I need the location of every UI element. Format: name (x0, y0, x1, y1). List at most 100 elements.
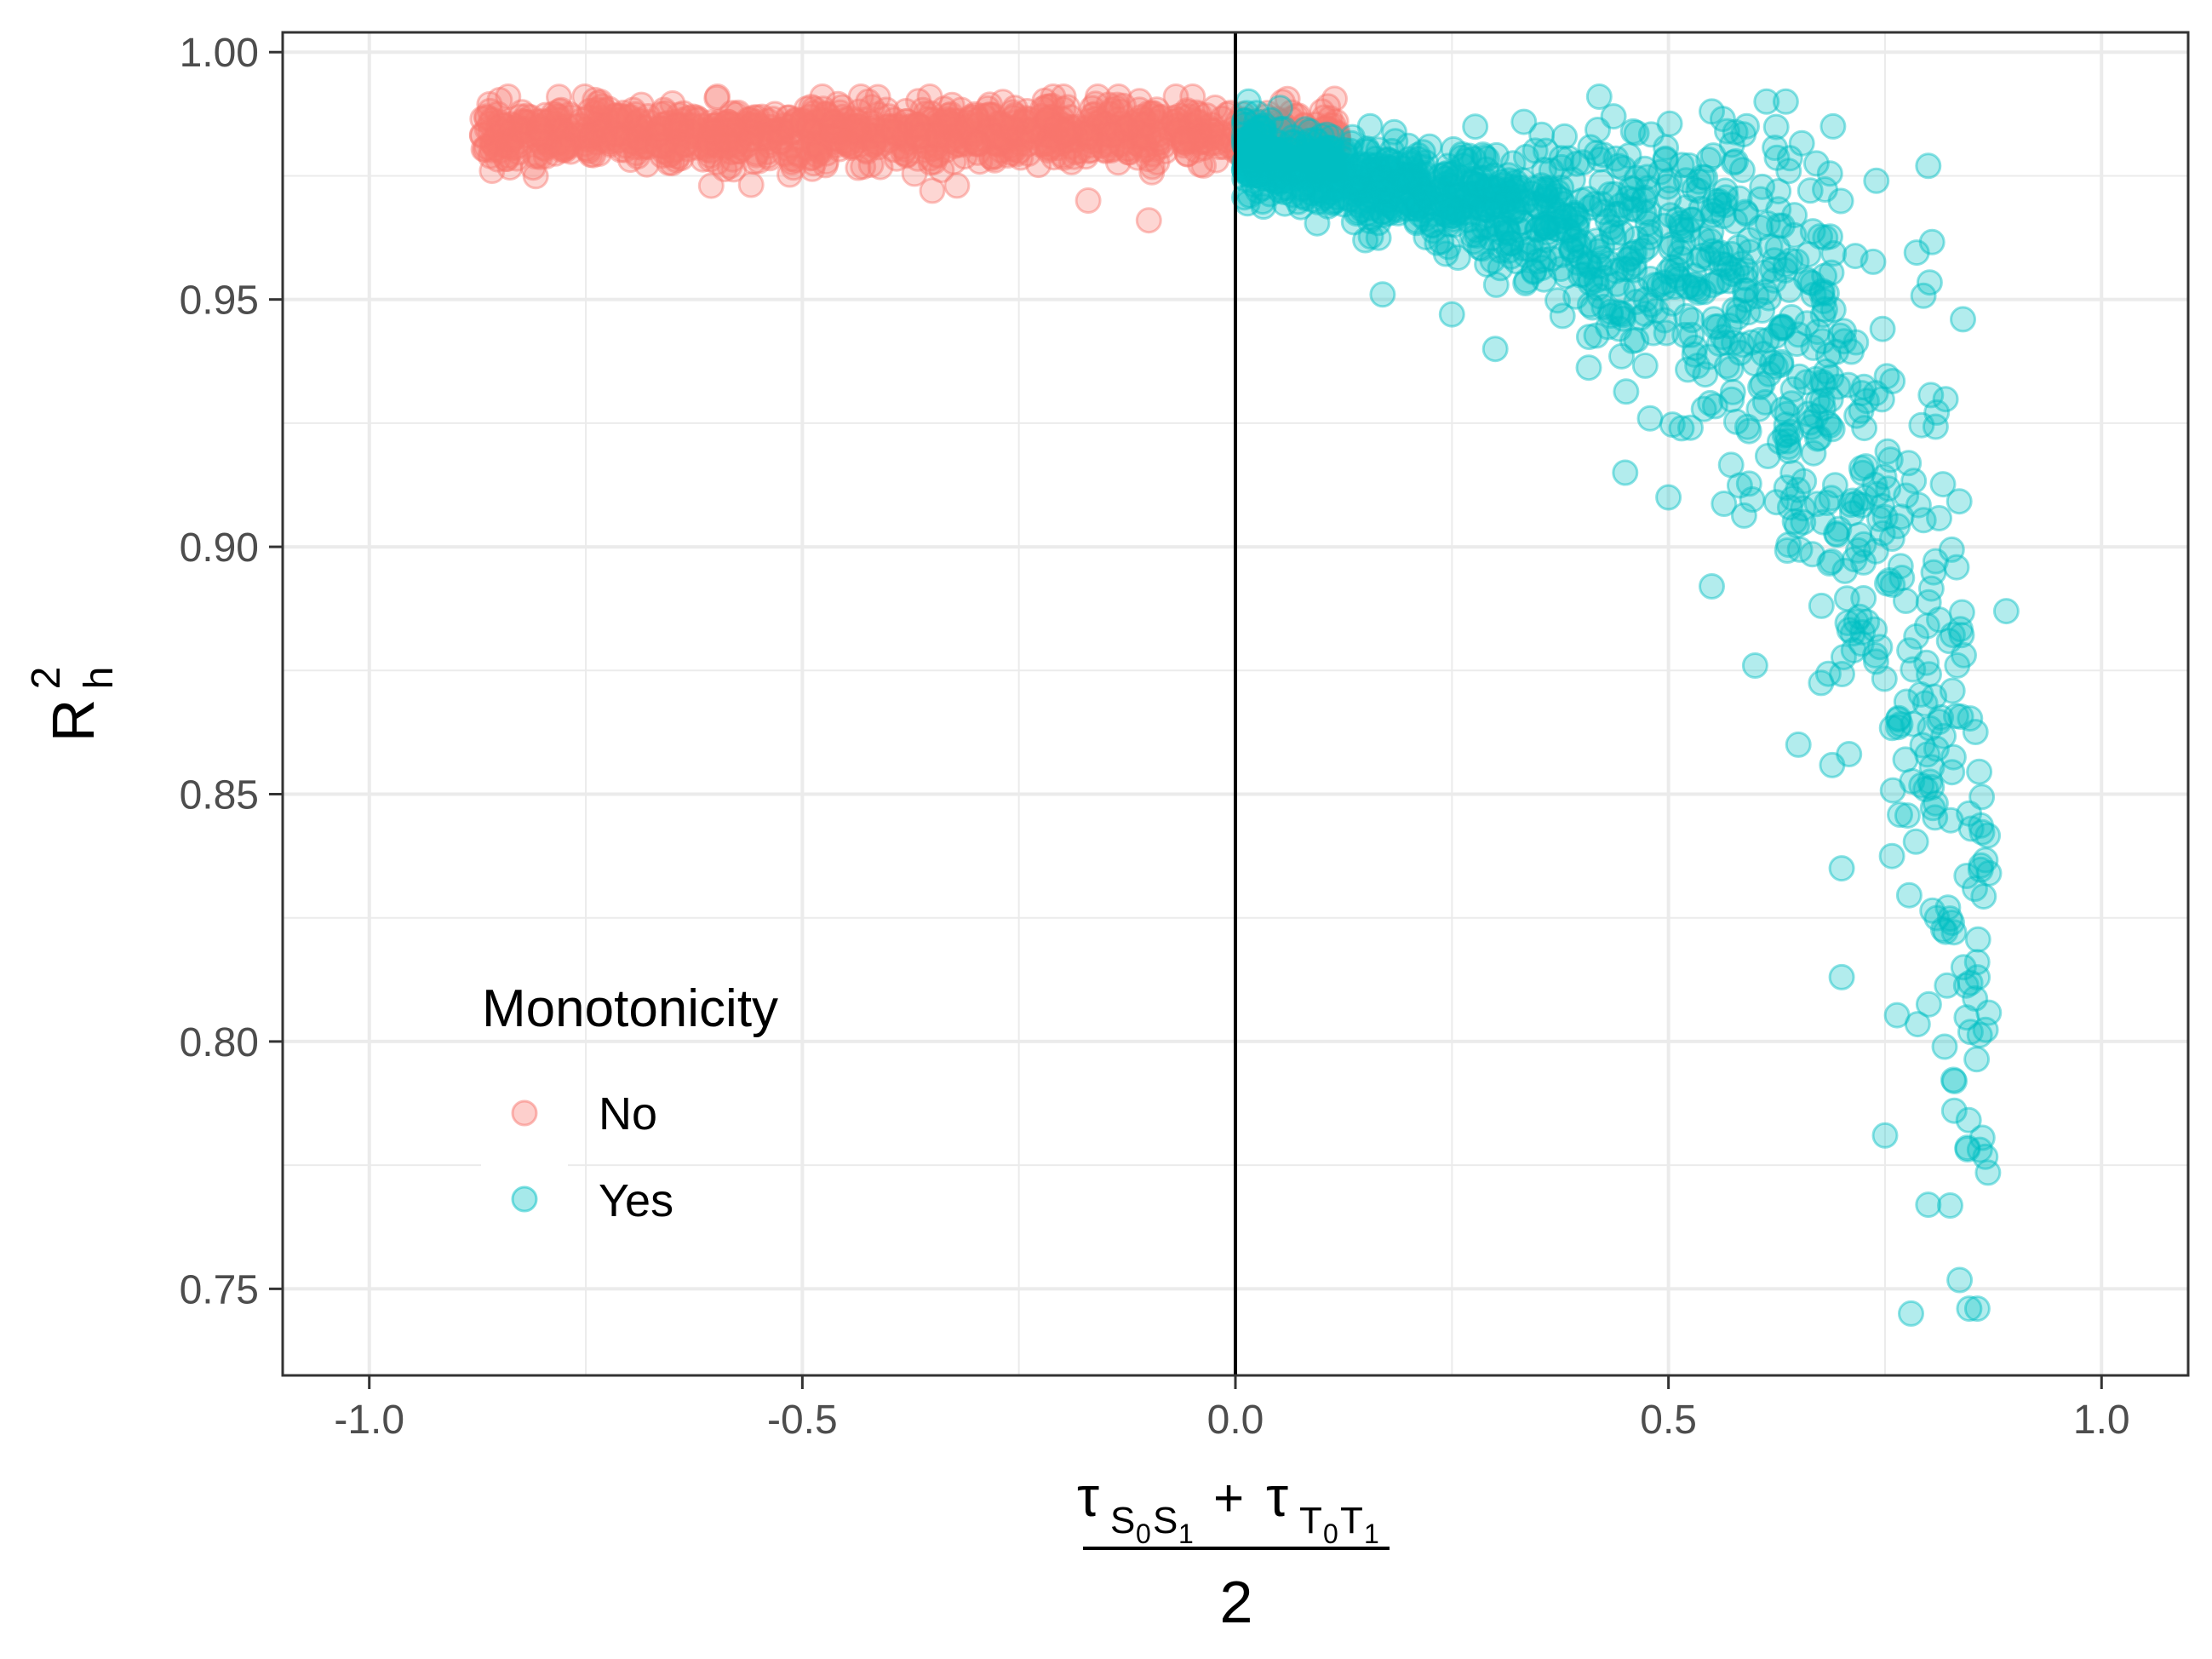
point-no (1103, 91, 1131, 118)
point-no (855, 88, 882, 115)
point-yes (1321, 187, 1349, 215)
point-no (719, 129, 746, 157)
point-yes (1946, 488, 1973, 515)
point-no (658, 150, 685, 177)
point-yes (1883, 1002, 1911, 1029)
point-no (1248, 112, 1275, 140)
point-yes (1345, 164, 1372, 191)
point-no (1187, 151, 1214, 178)
point-yes (1326, 152, 1353, 180)
point-no (780, 154, 807, 181)
point-yes (1894, 802, 1921, 830)
point-no (696, 121, 723, 148)
point-no (903, 123, 931, 151)
point-yes (1533, 137, 1559, 164)
point-yes (1610, 155, 1637, 182)
point-no (1230, 143, 1257, 170)
point-no (568, 106, 595, 134)
point-yes (1749, 370, 1776, 398)
point-yes (1528, 121, 1556, 148)
point-yes (1834, 610, 1861, 636)
point-no (1275, 144, 1302, 171)
point-yes (1562, 202, 1590, 229)
point-no (1015, 118, 1042, 145)
point-no (1199, 118, 1226, 145)
point-no (606, 103, 633, 130)
y-tick-label: 0.90 (180, 525, 259, 571)
point-no (592, 121, 619, 148)
point-no (1317, 126, 1344, 153)
point-no (606, 106, 633, 133)
point-no (542, 111, 570, 137)
point-no (737, 112, 765, 139)
point-no (737, 126, 765, 153)
x-axis-title-sub-s1-letter: S (1153, 1500, 1178, 1541)
point-no (1201, 121, 1229, 148)
point-yes (1555, 145, 1582, 172)
point-yes (1330, 158, 1357, 185)
point-yes (1458, 169, 1485, 197)
point-yes (1895, 450, 1923, 477)
point-no (745, 112, 772, 139)
point-yes (1356, 112, 1384, 140)
point-yes (1322, 165, 1350, 192)
point-yes (1390, 165, 1417, 192)
point-no (719, 100, 746, 127)
point-yes (1732, 198, 1759, 226)
point-no (1323, 120, 1350, 147)
point-yes (1428, 176, 1455, 204)
point-no (811, 100, 839, 128)
point-yes (1474, 211, 1501, 238)
point-no (1001, 95, 1029, 122)
point-no (636, 109, 663, 136)
point-yes (1539, 210, 1567, 237)
point-no (1294, 121, 1321, 148)
point-yes (1518, 180, 1545, 207)
point-no (826, 118, 853, 146)
point-yes (1931, 1033, 1958, 1060)
point-no (627, 91, 655, 118)
point-no (1280, 135, 1307, 162)
point-yes (1310, 164, 1338, 192)
point-yes (1788, 129, 1815, 157)
point-no (811, 152, 839, 179)
point-no (479, 106, 506, 134)
point-no (966, 148, 994, 175)
point-yes (1768, 212, 1796, 239)
point-yes (1747, 186, 1774, 213)
point-no (1214, 100, 1241, 128)
point-yes (1902, 828, 1929, 855)
x-axis-title-sub-t1: 1 (1364, 1518, 1379, 1549)
point-yes (1425, 177, 1453, 204)
point-no (483, 135, 510, 162)
point-no (904, 112, 931, 138)
point-yes (1341, 174, 1368, 201)
point-yes (1747, 214, 1774, 241)
point-no (1013, 98, 1040, 124)
point-no (735, 131, 762, 158)
point-yes (1607, 192, 1635, 219)
point-no (495, 83, 522, 110)
point-yes (1535, 193, 1562, 221)
point-no (583, 96, 610, 123)
point-no (923, 123, 950, 151)
point-no (957, 124, 984, 152)
point-no (1054, 126, 1080, 153)
point-yes (1318, 123, 1345, 151)
point-yes (1368, 198, 1395, 226)
point-yes (1437, 198, 1464, 225)
point-yes (1946, 1266, 1974, 1294)
point-yes (1962, 875, 1988, 902)
point-no (473, 105, 501, 132)
point-no (679, 103, 707, 130)
point-no (656, 149, 682, 176)
point-no (1056, 118, 1083, 146)
point-yes (1369, 198, 1395, 226)
point-no (479, 136, 505, 164)
point-yes (1692, 361, 1719, 388)
point-no (484, 100, 512, 128)
point-yes (1411, 180, 1438, 207)
point-yes (1589, 245, 1616, 272)
point-no (598, 110, 625, 137)
point-no (885, 120, 912, 147)
